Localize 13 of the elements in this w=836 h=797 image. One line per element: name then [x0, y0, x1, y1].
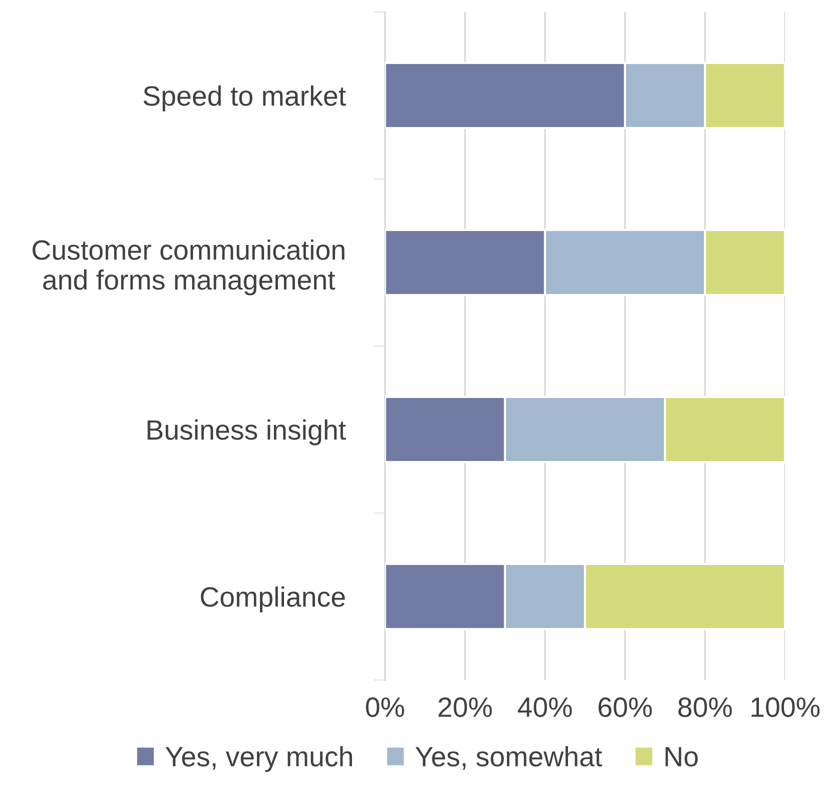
legend-label: No: [666, 747, 698, 767]
x-tick-label: 40%: [518, 697, 572, 718]
x-tick-label: 100%: [752, 697, 820, 718]
y-tick-label: Compliance: [200, 586, 345, 612]
x-tick-label: 80%: [678, 697, 732, 718]
x-tick-label: 60%: [598, 697, 652, 718]
y-tick-label: Business insight: [148, 419, 346, 446]
y-tick-label: Speed to market: [144, 85, 346, 112]
legend-label: Yes, somewhat: [416, 746, 602, 770]
legend-label: Yes, very much: [166, 746, 352, 772]
x-tick-label: 0%: [366, 697, 404, 718]
y-tick-label: Customer communication and forms management: [32, 239, 344, 296]
x-tick-label: 20%: [438, 697, 492, 718]
